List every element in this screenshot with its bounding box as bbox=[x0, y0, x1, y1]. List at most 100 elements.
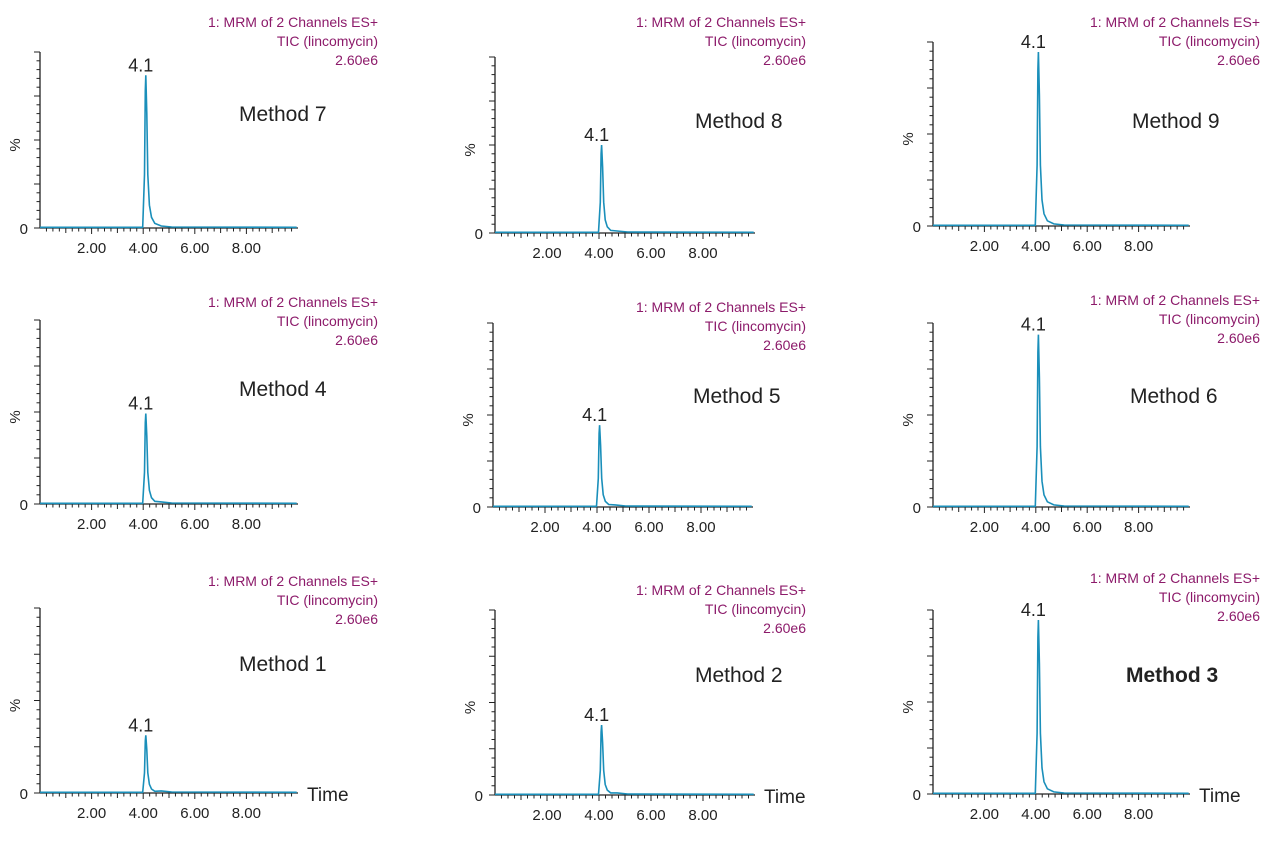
x-tick-label: 2.00 bbox=[532, 807, 561, 824]
trace-header-line: TIC (lincomycin) bbox=[1158, 589, 1260, 605]
y-zero-label: 0 bbox=[913, 787, 921, 804]
x-tick-label: 2.00 bbox=[970, 238, 999, 255]
trace-header-line: TIC (lincomycin) bbox=[704, 601, 806, 617]
panel-title: Method 4 bbox=[239, 378, 327, 401]
y-axis-label: % bbox=[7, 138, 24, 151]
chromatogram-trace bbox=[40, 75, 297, 229]
y-zero-label: 0 bbox=[913, 500, 921, 517]
trace-header: 1: MRM of 2 Channels ES+ TIC (lincomycin)… bbox=[636, 581, 806, 638]
x-tick-label: 2.00 bbox=[77, 240, 106, 257]
y-axis-label: % bbox=[7, 410, 24, 423]
panel-title: Method 3 bbox=[1126, 664, 1219, 687]
chromatogram-panel: 2.00 4.00 6.00 8.00 0% 4.1 bbox=[462, 609, 755, 824]
trace-header-line: 1: MRM of 2 Channels ES+ bbox=[207, 294, 378, 310]
panel-title: Method 6 bbox=[1130, 385, 1218, 408]
y-zero-label: 0 bbox=[475, 226, 483, 243]
x-tick-label: 6.00 bbox=[1073, 519, 1102, 536]
trace-header-line: 1: MRM of 2 Channels ES+ bbox=[1089, 292, 1260, 308]
trace-header: 1: MRM of 2 Channels ES+ TIC (lincomycin)… bbox=[1090, 13, 1260, 70]
y-axis-label: % bbox=[900, 132, 917, 145]
trace-header: 1: MRM of 2 Channels ES+ TIC (lincomycin)… bbox=[208, 293, 378, 350]
chromatogram-trace bbox=[495, 144, 754, 234]
peak-label: 4.1 bbox=[128, 55, 153, 75]
trace-header-line: 1: MRM of 2 Channels ES+ bbox=[1089, 570, 1260, 586]
x-tick-label: 8.00 bbox=[688, 245, 717, 262]
panel-title: Method 9 bbox=[1132, 110, 1220, 133]
trace-header-line: 2.60e6 bbox=[335, 332, 378, 348]
trace-header-line: 1: MRM of 2 Channels ES+ bbox=[207, 14, 378, 30]
y-zero-label: 0 bbox=[20, 497, 28, 514]
chromatogram-trace bbox=[40, 413, 297, 505]
x-tick-label: 6.00 bbox=[634, 519, 663, 536]
x-tick-label: 8.00 bbox=[1124, 519, 1153, 536]
trace-header: 1: MRM of 2 Channels ES+ TIC (lincomycin)… bbox=[636, 13, 806, 70]
y-zero-label: 0 bbox=[473, 500, 481, 517]
trace-header-line: 1: MRM of 2 Channels ES+ bbox=[635, 14, 806, 30]
panel-title: Method 7 bbox=[239, 103, 327, 126]
trace-header-line: 2.60e6 bbox=[1217, 330, 1260, 346]
peak-label: 4.1 bbox=[1021, 600, 1046, 620]
x-tick-label: 6.00 bbox=[636, 807, 665, 824]
x-tick-label: 8.00 bbox=[1124, 238, 1153, 255]
chromatogram-panel: 2.00 4.00 6.00 8.00 0% 4.1 bbox=[7, 319, 298, 533]
chromatogram-trace bbox=[933, 51, 1189, 227]
y-zero-label: 0 bbox=[475, 788, 483, 805]
chromatogram-panel: 2.00 4.00 6.00 8.00 0% 4.1 bbox=[7, 607, 298, 822]
x-tick-label: 8.00 bbox=[1124, 806, 1153, 823]
trace-header-line: 2.60e6 bbox=[763, 620, 806, 636]
chromatogram-panel: 2.00 4.00 6.00 8.00 0% 4.1 bbox=[900, 32, 1190, 255]
x-tick-label: 2.00 bbox=[77, 516, 106, 533]
chromatogram-panel: 2.00 4.00 6.00 8.00 0% 4.1 bbox=[7, 51, 298, 257]
trace-header-line: TIC (lincomycin) bbox=[704, 318, 806, 334]
trace-header-line: TIC (lincomycin) bbox=[704, 33, 806, 49]
x-tick-label: 2.00 bbox=[530, 519, 559, 536]
x-tick-label: 2.00 bbox=[532, 245, 561, 262]
peak-label: 4.1 bbox=[584, 125, 609, 145]
trace-header-line: 2.60e6 bbox=[763, 337, 806, 353]
trace-header-line: 2.60e6 bbox=[763, 52, 806, 68]
x-tick-label: 6.00 bbox=[1073, 806, 1102, 823]
trace-header-line: TIC (lincomycin) bbox=[1158, 33, 1260, 49]
y-axis-label: % bbox=[7, 699, 24, 712]
trace-header-line: 1: MRM of 2 Channels ES+ bbox=[1089, 14, 1260, 30]
x-axis-label: Time bbox=[307, 785, 349, 806]
trace-header-line: 2.60e6 bbox=[335, 52, 378, 68]
y-axis-label: % bbox=[462, 701, 479, 714]
x-tick-label: 8.00 bbox=[232, 805, 261, 822]
peak-label: 4.1 bbox=[128, 394, 153, 414]
y-axis-label: % bbox=[460, 413, 477, 426]
peak-label: 4.1 bbox=[128, 715, 153, 735]
y-axis-label: % bbox=[900, 700, 917, 713]
chromatogram-trace bbox=[40, 735, 297, 794]
x-tick-label: 8.00 bbox=[686, 519, 715, 536]
panel-title: Method 1 bbox=[239, 653, 327, 676]
x-tick-label: 6.00 bbox=[180, 516, 209, 533]
trace-header-line: 2.60e6 bbox=[335, 611, 378, 627]
x-tick-label: 4.00 bbox=[129, 240, 158, 257]
x-axis-label: Time bbox=[764, 787, 806, 808]
trace-header-line: 1: MRM of 2 Channels ES+ bbox=[635, 299, 806, 315]
y-zero-label: 0 bbox=[20, 221, 28, 238]
chromatogram-trace bbox=[495, 724, 754, 796]
trace-header-line: 2.60e6 bbox=[1217, 608, 1260, 624]
x-tick-label: 6.00 bbox=[636, 245, 665, 262]
x-tick-label: 8.00 bbox=[232, 516, 261, 533]
panel-title: Method 8 bbox=[695, 110, 783, 133]
x-tick-label: 4.00 bbox=[1021, 238, 1050, 255]
chromatogram-panel: 2.00 4.00 6.00 8.00 0% 4.1 bbox=[460, 322, 753, 536]
chromatogram-panel: 2.00 4.00 6.00 8.00 0% 4.1 bbox=[900, 600, 1190, 823]
x-tick-label: 8.00 bbox=[688, 807, 717, 824]
y-axis-label: % bbox=[900, 413, 917, 426]
chromatogram-trace bbox=[933, 619, 1189, 795]
trace-header-line: 1: MRM of 2 Channels ES+ bbox=[207, 573, 378, 589]
chromatogram-panel: 2.00 4.00 6.00 8.00 0% 4.1 bbox=[462, 56, 755, 262]
x-tick-label: 8.00 bbox=[232, 240, 261, 257]
x-tick-label: 6.00 bbox=[180, 240, 209, 257]
x-tick-label: 4.00 bbox=[129, 805, 158, 822]
trace-header: 1: MRM of 2 Channels ES+ TIC (lincomycin)… bbox=[636, 298, 806, 355]
x-tick-label: 4.00 bbox=[584, 245, 613, 262]
x-tick-label: 6.00 bbox=[180, 805, 209, 822]
x-axis-label: Time bbox=[1199, 786, 1241, 807]
